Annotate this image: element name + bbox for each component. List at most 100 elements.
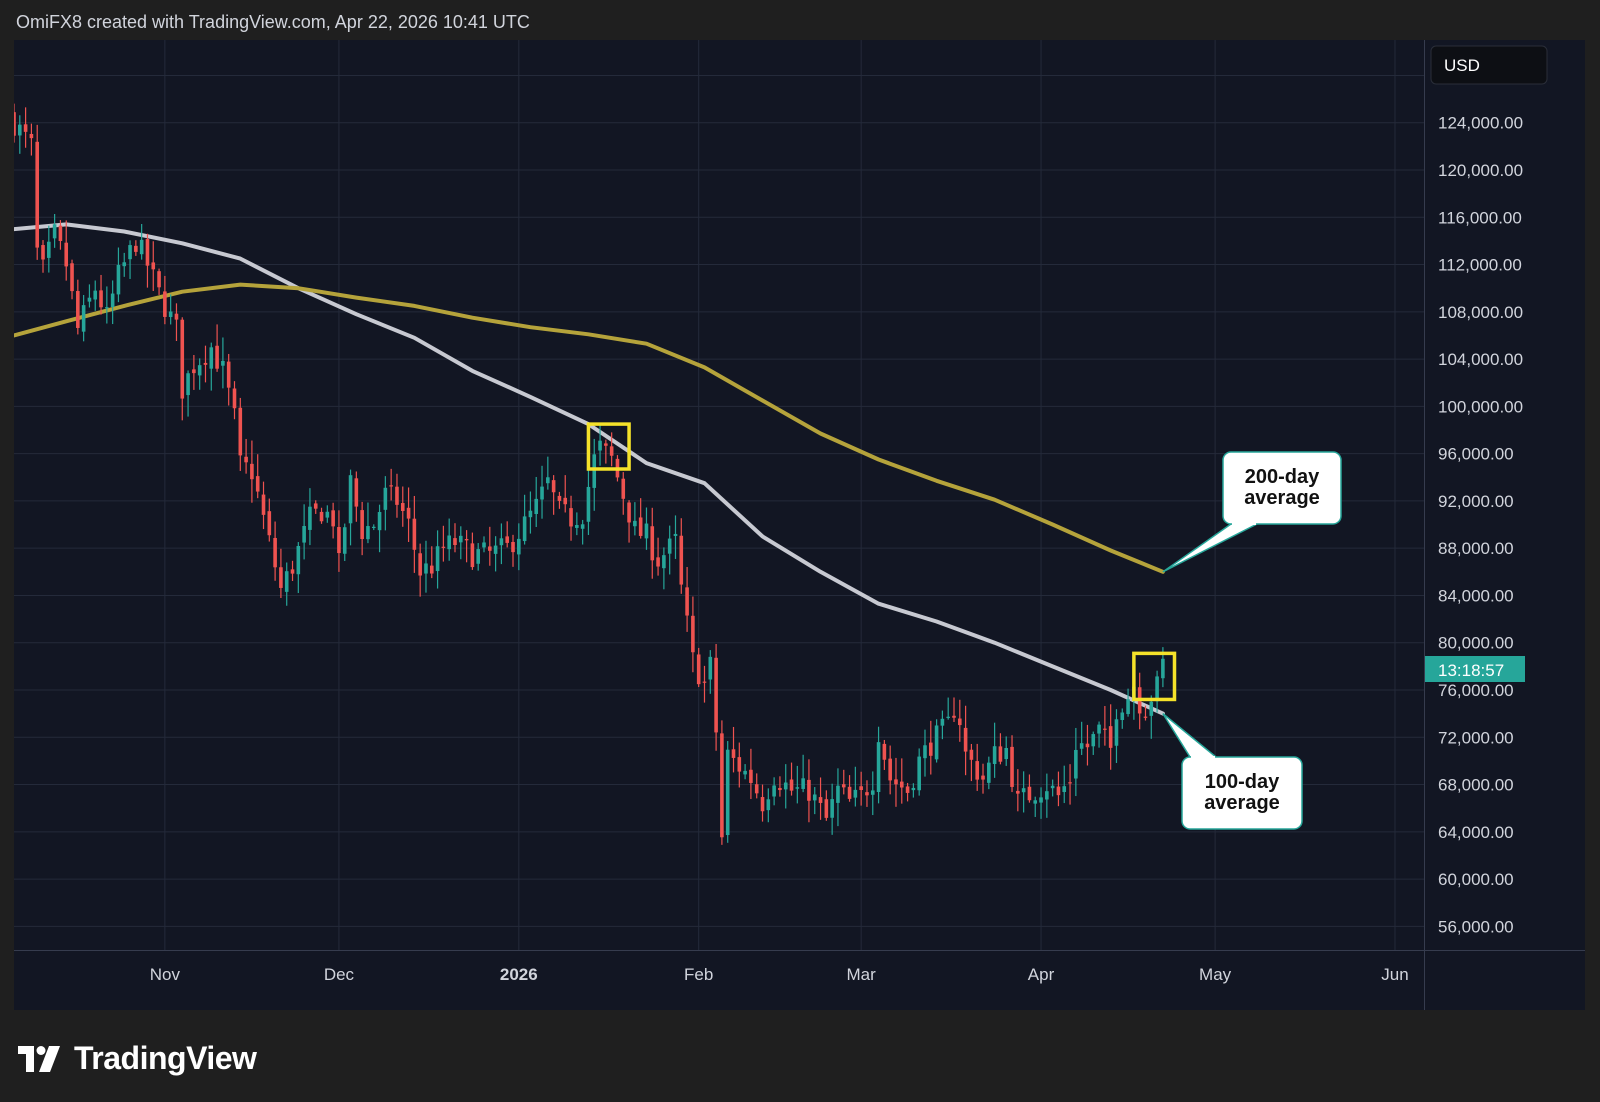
candle [226,353,231,406]
candle [1021,771,1026,813]
candle [128,240,132,279]
candle [702,665,707,703]
ma-200-line [14,282,1165,574]
candle [1062,765,1067,804]
candle [522,494,527,545]
candle [1004,736,1009,766]
candle [418,543,422,597]
candle [1120,708,1125,729]
candle [105,286,109,324]
candle [830,783,834,835]
grid-lines [14,40,1424,950]
price-tick-label: 76,000.00 [1438,681,1514,700]
callout-label: 200-day average [1244,466,1320,509]
candle [708,650,713,694]
candle [1126,688,1130,717]
candle [290,560,295,582]
price-tick-label: 60,000.00 [1438,870,1514,889]
candle [1108,704,1113,770]
candle [493,536,498,572]
candle [725,741,730,843]
candle [824,790,829,821]
price-tick-label: 112,000.00 [1438,256,1522,275]
candle [1103,706,1107,746]
candle [940,710,945,740]
current-price-badge: 13:18:57 [1425,656,1525,682]
price-axis: 128,000.00124,000.00120,000.00116,000.00… [1424,40,1548,1010]
candle [673,515,678,559]
candle [969,743,974,782]
countdown-label: 13:18:57 [1438,661,1504,680]
candle [754,773,759,799]
candle [93,280,98,311]
candle [47,225,51,273]
candle [662,547,666,590]
candle [592,438,597,511]
candle [470,532,475,570]
candle [679,518,684,594]
candle [569,495,573,541]
candle [801,754,805,793]
candle [952,697,956,722]
candle [992,722,997,778]
candle [203,345,208,383]
candle [41,240,45,273]
time-tick-label: Apr [1028,965,1055,984]
candle [557,491,562,509]
candle [354,471,359,522]
candle [1056,771,1061,807]
candle [99,274,103,315]
candle [946,697,950,720]
candle [58,220,63,250]
highlight-boxes [586,422,1177,702]
price-tick-label: 64,000.00 [1438,823,1514,842]
candle [621,472,626,515]
candle [325,505,330,523]
candle [412,495,417,573]
candle [313,500,318,514]
candle [772,777,776,806]
candle [517,523,521,571]
candle [656,537,660,576]
tradingview-logo[interactable]: TradingView [18,1040,257,1077]
candle [1085,724,1090,766]
candle [52,214,57,248]
candle [511,534,515,567]
candle [145,233,150,288]
time-tick-label: Feb [684,965,713,984]
candle [267,498,272,542]
candle [987,756,991,790]
candle [534,476,539,528]
candle [1027,774,1032,803]
candle [691,596,695,673]
candle [1079,721,1084,755]
candle [783,764,788,809]
candle [87,284,92,308]
candle [279,548,283,599]
candle [476,543,480,571]
candle [406,487,411,542]
candle [18,115,22,154]
candle [14,103,16,143]
candle [174,303,179,341]
candle [899,758,904,804]
chart-frame [14,40,1585,1010]
candle [609,432,614,467]
candle [400,486,405,527]
time-tick-label: 2026 [500,965,538,984]
price-tick-label: 72,000.00 [1438,728,1514,747]
candle [1045,773,1049,818]
candle [911,783,916,798]
candle [882,739,887,770]
candle [342,523,347,562]
candle [644,507,649,550]
candle [284,562,289,606]
candle [1068,764,1072,805]
candle [458,526,463,560]
candle [1091,731,1096,755]
candle [29,123,34,156]
candle [1097,721,1101,748]
candle [853,766,858,807]
candle [575,512,579,536]
